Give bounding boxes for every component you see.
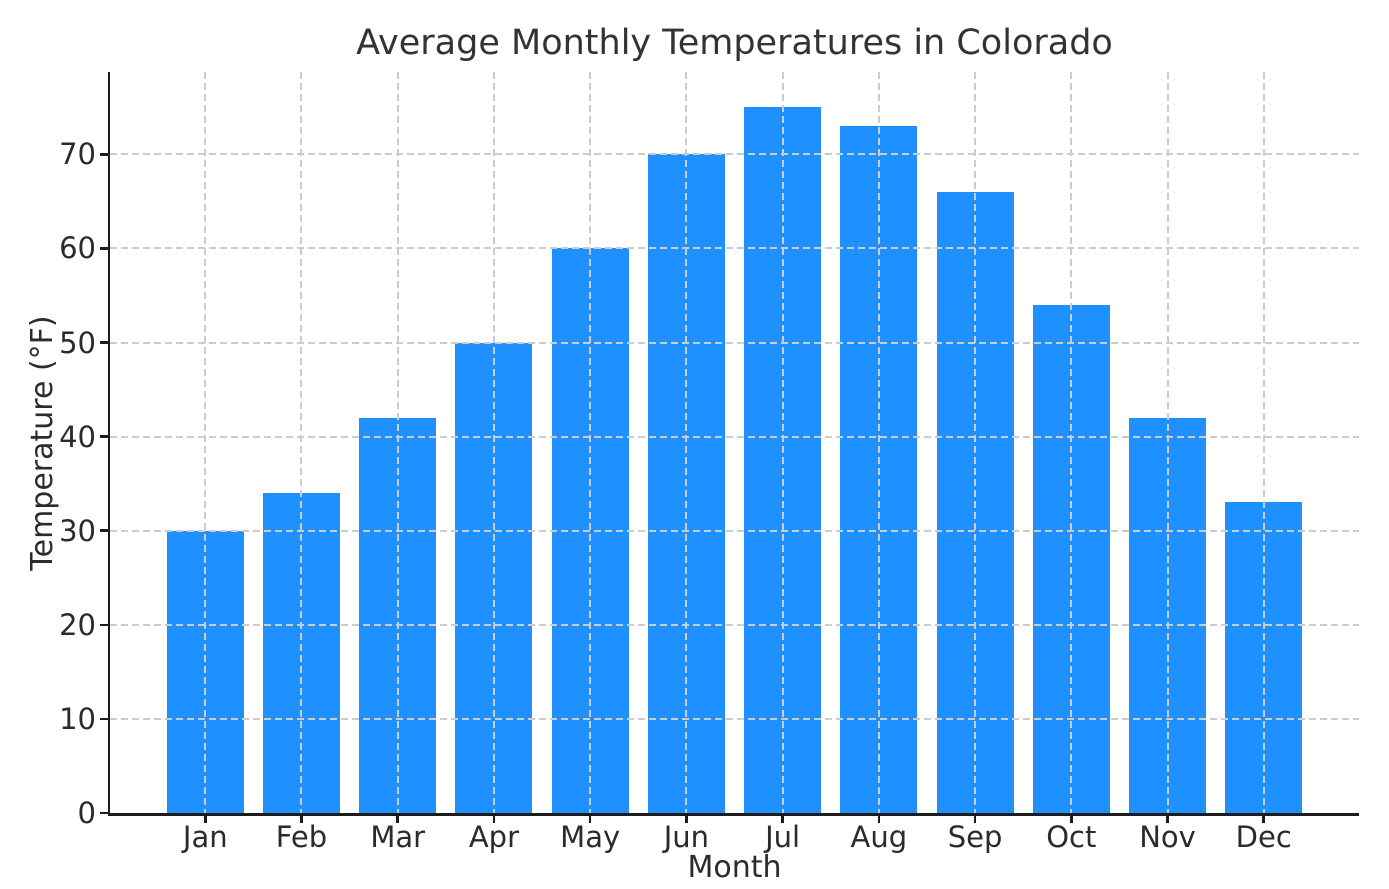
y-tick-label-10: 10 bbox=[59, 701, 96, 736]
gridline-v-feb bbox=[300, 72, 303, 813]
y-tick-label-60: 60 bbox=[59, 231, 96, 266]
x-tick-label-jun: Jun bbox=[663, 820, 710, 854]
x-tick-dec bbox=[1262, 813, 1265, 823]
gridline-h-40 bbox=[110, 435, 1359, 438]
x-axis-spine bbox=[107, 813, 1359, 816]
x-tick-mar bbox=[396, 813, 399, 823]
x-tick-label-mar: Mar bbox=[370, 820, 426, 854]
x-tick-nov bbox=[1166, 813, 1169, 823]
x-tick-label-jul: Jul bbox=[765, 820, 801, 854]
x-tick-jan bbox=[204, 813, 207, 823]
y-tick-label-20: 20 bbox=[59, 607, 96, 642]
gridline-v-oct bbox=[1070, 72, 1073, 813]
x-tick-label-jan: Jan bbox=[182, 820, 228, 854]
x-tick-label-oct: Oct bbox=[1046, 820, 1097, 854]
gridline-v-sep bbox=[974, 72, 977, 813]
gridline-h-10 bbox=[110, 717, 1359, 720]
x-tick-sep bbox=[973, 813, 977, 823]
gridline-h-20 bbox=[110, 623, 1359, 626]
x-axis-label: Month bbox=[687, 850, 782, 885]
gridline-v-jan bbox=[204, 72, 207, 813]
gridline-v-may bbox=[589, 72, 592, 813]
y-tick-40 bbox=[100, 435, 110, 438]
x-tick-apr bbox=[492, 813, 496, 823]
gridline-h-30 bbox=[110, 529, 1359, 532]
y-tick-70 bbox=[100, 153, 110, 156]
gridline-h-70 bbox=[110, 153, 1359, 156]
y-tick-20 bbox=[100, 623, 110, 627]
y-tick-label-40: 40 bbox=[59, 419, 96, 454]
gridline-h-60 bbox=[110, 247, 1359, 250]
x-tick-jun bbox=[685, 813, 688, 823]
gridline-v-jul bbox=[781, 72, 784, 813]
y-tick-50 bbox=[100, 341, 110, 344]
x-tick-label-nov: Nov bbox=[1139, 820, 1196, 854]
x-tick-aug bbox=[877, 813, 881, 823]
x-tick-label-dec: Dec bbox=[1235, 820, 1292, 854]
gridline-v-aug bbox=[877, 72, 880, 813]
gridline-v-nov bbox=[1166, 72, 1169, 813]
gridline-h-50 bbox=[110, 341, 1359, 344]
gridline-v-jun bbox=[685, 72, 688, 813]
x-tick-label-feb: Feb bbox=[275, 820, 328, 854]
x-tick-jul bbox=[781, 813, 784, 823]
y-tick-label-0: 0 bbox=[77, 796, 96, 830]
gridline-v-mar bbox=[396, 72, 399, 813]
gridline-v-dec bbox=[1262, 72, 1265, 813]
y-tick-30 bbox=[100, 529, 110, 532]
y-axis-spine bbox=[107, 72, 110, 816]
gridline-v-apr bbox=[492, 72, 495, 813]
chart-title: Average Monthly Temperatures in Colorado bbox=[356, 23, 1113, 63]
y-tick-0 bbox=[100, 811, 110, 815]
y-tick-label-30: 30 bbox=[59, 513, 96, 548]
y-tick-10 bbox=[100, 717, 110, 721]
x-tick-label-may: May bbox=[560, 820, 621, 854]
x-tick-may bbox=[588, 813, 592, 823]
x-tick-feb bbox=[300, 813, 303, 823]
y-tick-label-70: 70 bbox=[59, 137, 96, 172]
y-tick-label-50: 50 bbox=[59, 325, 96, 360]
y-tick-60 bbox=[100, 247, 110, 250]
x-tick-label-sep: Sep bbox=[947, 820, 1003, 854]
x-tick-label-apr: Apr bbox=[468, 820, 520, 854]
x-tick-oct bbox=[1070, 813, 1073, 823]
x-tick-label-aug: Aug bbox=[850, 820, 908, 854]
